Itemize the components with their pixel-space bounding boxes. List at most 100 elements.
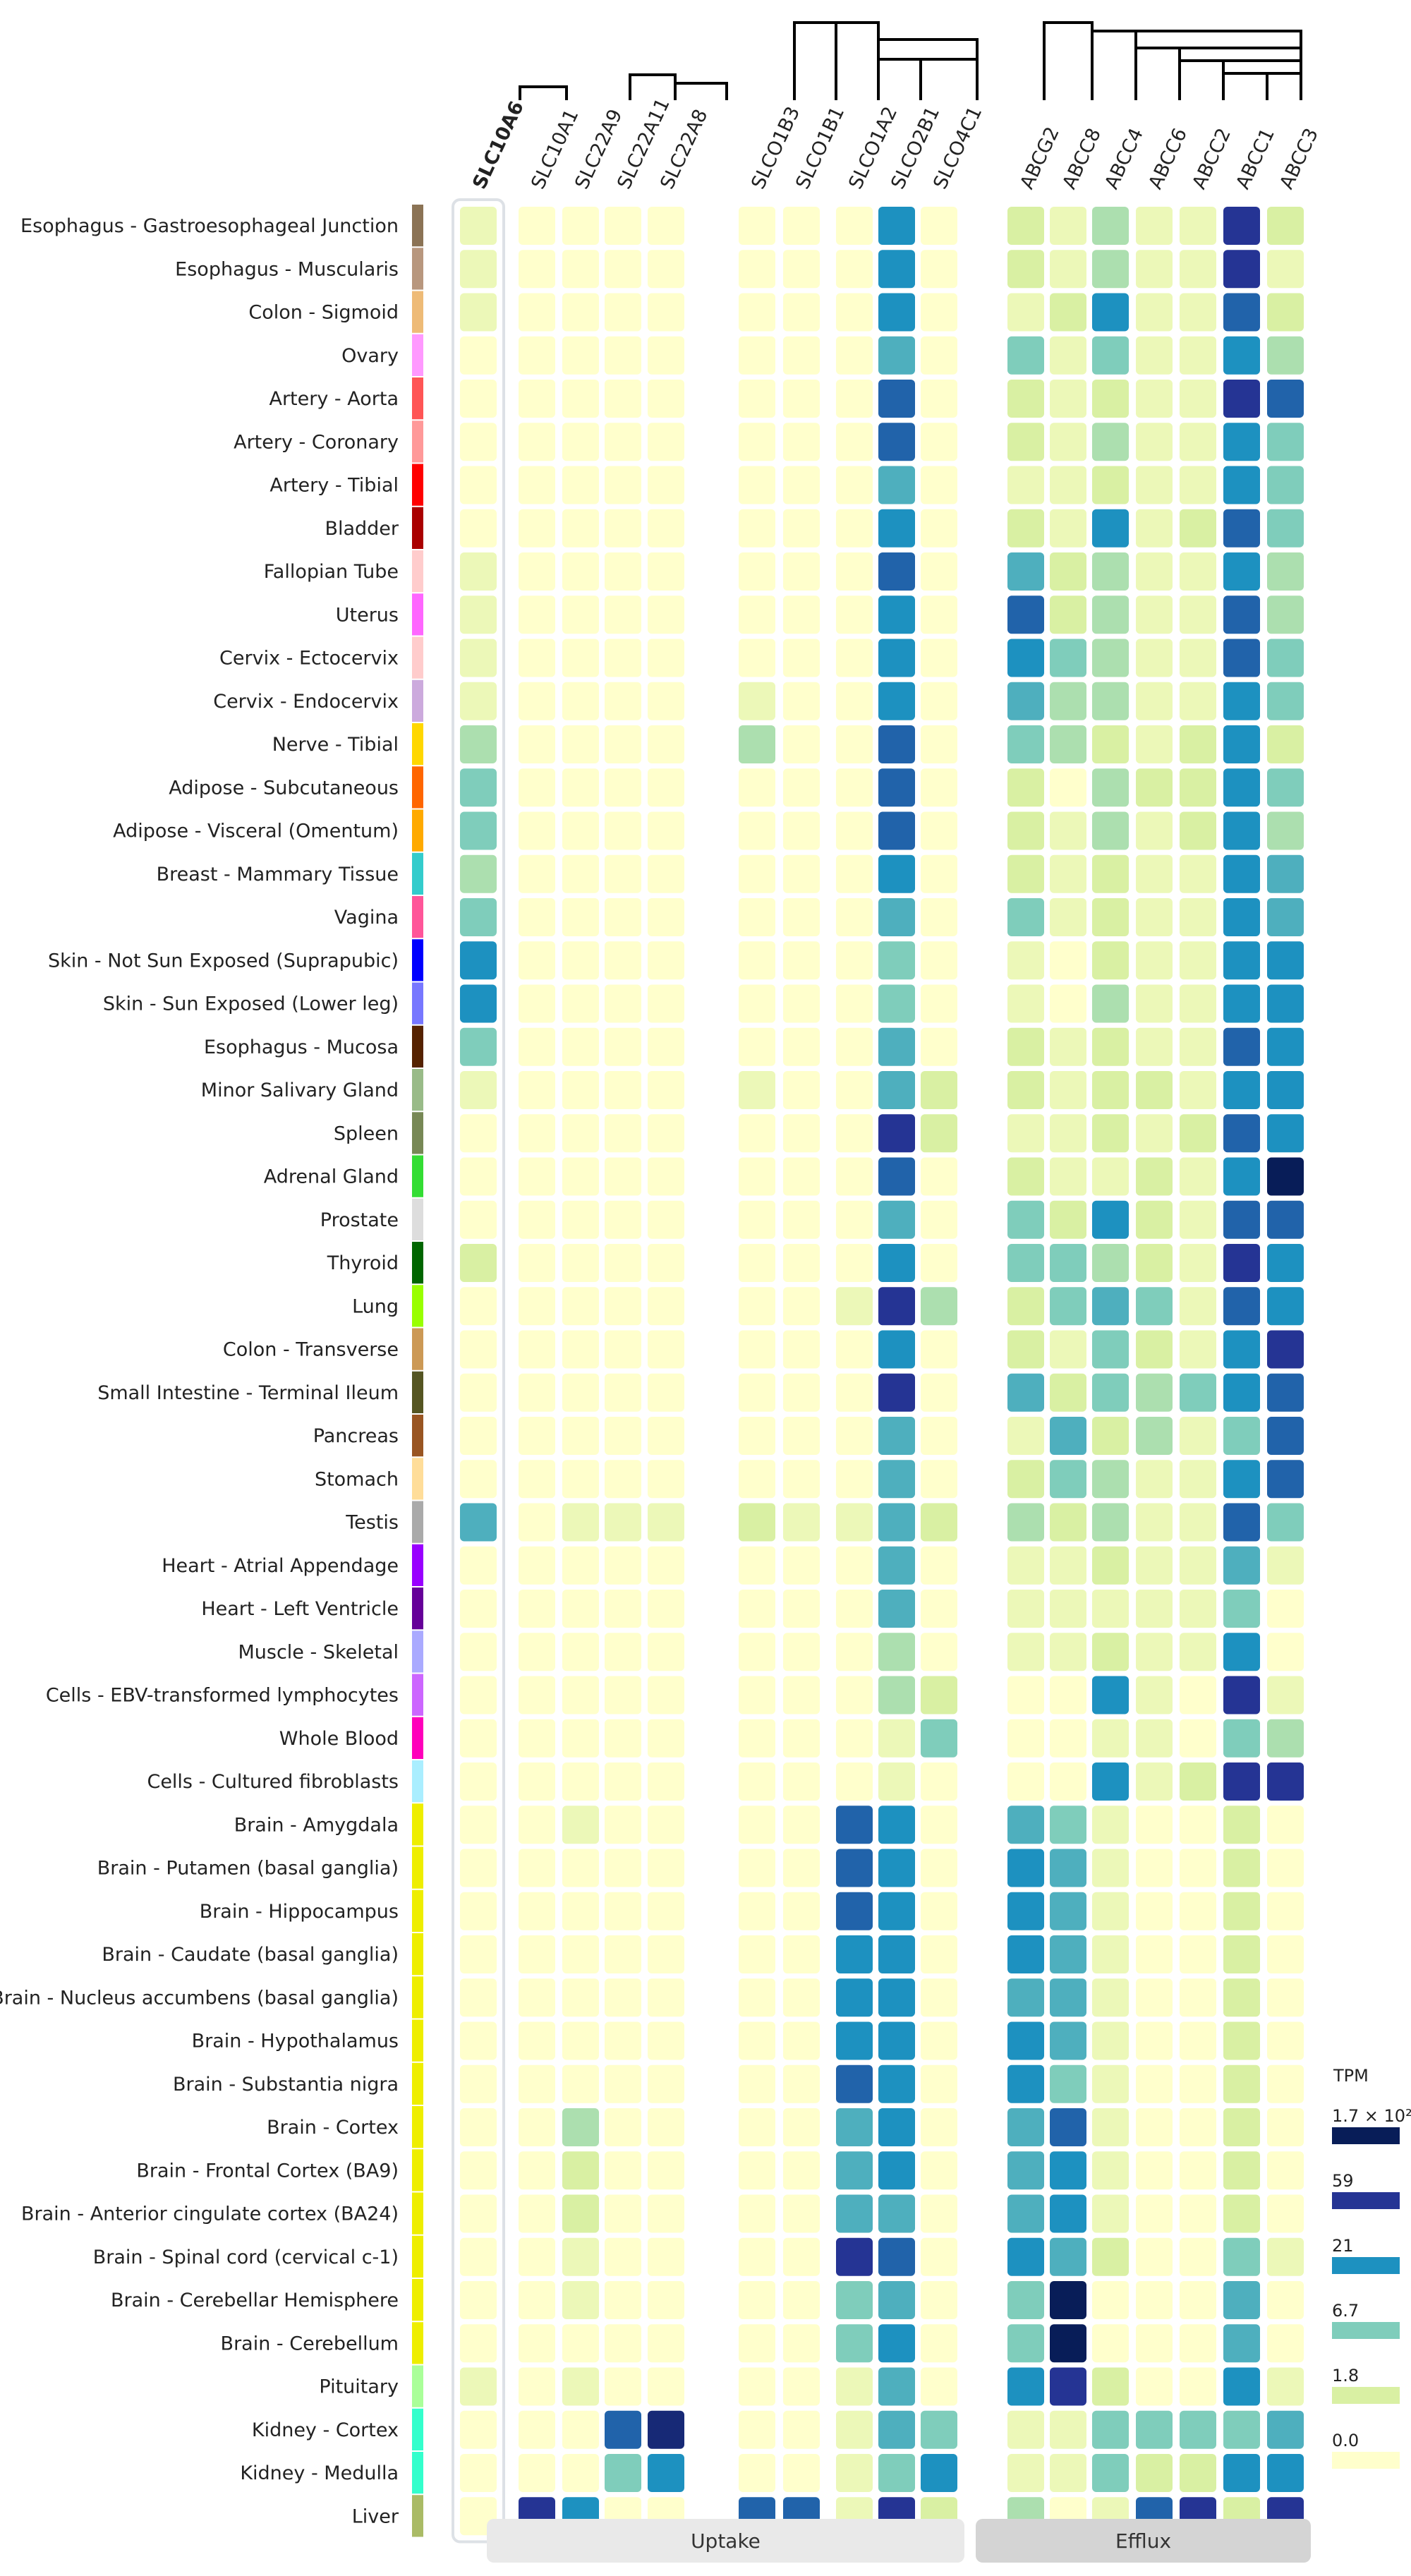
- cell-abcc6-small-intestine-terminal-ileum[interactable]: [1136, 1373, 1173, 1412]
- cell-abcc3-brain-substantia-nigra[interactable]: [1267, 2064, 1304, 2103]
- cell-slc10a6-brain-anterior-cingulate-cortex-ba24[interactable]: [460, 2194, 497, 2233]
- cell-abcc4-brain-caudate-basal-ganglia[interactable]: [1092, 1935, 1129, 1973]
- cell-abcg2-adipose-visceral-omentum[interactable]: [1007, 811, 1044, 850]
- cell-slc22a8-pituitary[interactable]: [648, 2367, 684, 2406]
- cell-slco1a2-brain-nucleus-accumbens-basal-ganglia[interactable]: [836, 1978, 873, 2017]
- cell-slc22a8-cells-cultured-fibroblasts[interactable]: [648, 1762, 684, 1801]
- cell-slc22a11-whole-blood[interactable]: [605, 1719, 641, 1758]
- cell-slc10a1-brain-cerebellar-hemisphere[interactable]: [519, 2281, 555, 2319]
- cell-abcc1-artery-aorta[interactable]: [1223, 380, 1260, 418]
- cell-slc10a1-artery-coronary[interactable]: [519, 423, 555, 461]
- cell-slc10a6-pituitary[interactable]: [460, 2367, 497, 2406]
- cell-abcc2-vagina[interactable]: [1180, 898, 1216, 936]
- cell-abcc8-fallopian-tube[interactable]: [1050, 552, 1086, 591]
- cell-slc22a11-brain-cerebellum[interactable]: [605, 2324, 641, 2363]
- cell-abcc3-ovary[interactable]: [1267, 336, 1304, 375]
- cell-slco4c1-artery-tibial[interactable]: [921, 466, 957, 504]
- cell-abcc8-lung[interactable]: [1050, 1287, 1086, 1326]
- cell-abcc8-minor-salivary-gland[interactable]: [1050, 1071, 1086, 1109]
- cell-slco2b1-adipose-subcutaneous[interactable]: [878, 768, 915, 807]
- cell-abcc8-testis[interactable]: [1050, 1503, 1086, 1542]
- cell-slco4c1-brain-frontal-cortex-ba9[interactable]: [921, 2151, 957, 2190]
- cell-slc10a6-skin-sun-exposed-lower-leg[interactable]: [460, 984, 497, 1023]
- cell-abcc2-brain-spinal-cord-cervical-c-1[interactable]: [1180, 2237, 1216, 2276]
- cell-slco1b3-artery-coronary[interactable]: [739, 423, 775, 461]
- cell-abcc6-pancreas[interactable]: [1136, 1417, 1173, 1455]
- cell-slco1b3-cells-ebv-transformed-lymphocytes[interactable]: [739, 1676, 775, 1715]
- cell-abcc2-adipose-subcutaneous[interactable]: [1180, 768, 1216, 807]
- cell-slco1b1-vagina[interactable]: [783, 898, 820, 936]
- cell-abcc6-bladder[interactable]: [1136, 509, 1173, 548]
- cell-abcc1-pancreas[interactable]: [1223, 1417, 1260, 1455]
- cell-slco1b3-brain-anterior-cingulate-cortex-ba24[interactable]: [739, 2194, 775, 2233]
- cell-slc10a6-kidney-cortex[interactable]: [460, 2410, 497, 2449]
- cell-slc22a9-brain-cerebellar-hemisphere[interactable]: [562, 2281, 599, 2319]
- cell-abcc1-bladder[interactable]: [1223, 509, 1260, 548]
- cell-slc22a11-brain-cerebellar-hemisphere[interactable]: [605, 2281, 641, 2319]
- cell-abcc6-brain-cortex[interactable]: [1136, 2108, 1173, 2146]
- cell-abcg2-esophagus-gastroesophageal-junction[interactable]: [1007, 207, 1044, 245]
- cell-abcc2-brain-frontal-cortex-ba9[interactable]: [1180, 2151, 1216, 2190]
- cell-abcc3-breast-mammary-tissue[interactable]: [1267, 854, 1304, 893]
- cell-slc22a11-small-intestine-terminal-ileum[interactable]: [605, 1373, 641, 1412]
- cell-abcc1-small-intestine-terminal-ileum[interactable]: [1223, 1373, 1260, 1412]
- cell-slc10a1-esophagus-gastroesophageal-junction[interactable]: [519, 207, 555, 245]
- cell-slc10a6-heart-atrial-appendage[interactable]: [460, 1546, 497, 1585]
- cell-abcc8-brain-hippocampus[interactable]: [1050, 1892, 1086, 1930]
- cell-abcc6-brain-frontal-cortex-ba9[interactable]: [1136, 2151, 1173, 2190]
- cell-slc22a11-heart-left-ventricle[interactable]: [605, 1590, 641, 1628]
- cell-abcc3-artery-aorta[interactable]: [1267, 380, 1304, 418]
- cell-slc10a1-heart-atrial-appendage[interactable]: [519, 1546, 555, 1585]
- cell-slco1a2-pituitary[interactable]: [836, 2367, 873, 2406]
- cell-abcg2-esophagus-muscularis[interactable]: [1007, 250, 1044, 289]
- cell-slc10a1-brain-nucleus-accumbens-basal-ganglia[interactable]: [519, 1978, 555, 2017]
- cell-abcc6-lung[interactable]: [1136, 1287, 1173, 1326]
- cell-abcc4-lung[interactable]: [1092, 1287, 1129, 1326]
- cell-abcc1-thyroid[interactable]: [1223, 1244, 1260, 1282]
- cell-abcc4-brain-cerebellar-hemisphere[interactable]: [1092, 2281, 1129, 2319]
- cell-slc10a1-uterus[interactable]: [519, 595, 555, 634]
- cell-abcc4-heart-left-ventricle[interactable]: [1092, 1590, 1129, 1628]
- cell-slc10a1-skin-not-sun-exposed-suprapubic[interactable]: [519, 941, 555, 980]
- cell-slco1b1-nerve-tibial[interactable]: [783, 725, 820, 763]
- cell-abcc6-cervix-endocervix[interactable]: [1136, 682, 1173, 720]
- cell-slc22a11-esophagus-gastroesophageal-junction[interactable]: [605, 207, 641, 245]
- cell-slc10a6-brain-spinal-cord-cervical-c-1[interactable]: [460, 2237, 497, 2276]
- cell-abcc3-brain-nucleus-accumbens-basal-ganglia[interactable]: [1267, 1978, 1304, 2017]
- cell-slco1b1-muscle-skeletal[interactable]: [783, 1633, 820, 1671]
- cell-slco1b3-brain-putamen-basal-ganglia[interactable]: [739, 1849, 775, 1887]
- cell-slco1b1-lung[interactable]: [783, 1287, 820, 1326]
- cell-slc22a8-spleen[interactable]: [648, 1114, 684, 1153]
- cell-slco2b1-esophagus-muscularis[interactable]: [878, 250, 915, 289]
- cell-abcc6-nerve-tibial[interactable]: [1136, 725, 1173, 763]
- cell-abcc2-skin-not-sun-exposed-suprapubic[interactable]: [1180, 941, 1216, 980]
- cell-slc10a6-prostate[interactable]: [460, 1200, 497, 1239]
- cell-abcc2-whole-blood[interactable]: [1180, 1719, 1216, 1758]
- cell-slco1a2-heart-atrial-appendage[interactable]: [836, 1546, 873, 1585]
- cell-slc10a6-colon-sigmoid[interactable]: [460, 293, 497, 332]
- cell-slc10a6-cells-cultured-fibroblasts[interactable]: [460, 1762, 497, 1801]
- cell-slc22a9-brain-putamen-basal-ganglia[interactable]: [562, 1849, 599, 1887]
- cell-slco1b1-thyroid[interactable]: [783, 1244, 820, 1282]
- cell-slco1a2-testis[interactable]: [836, 1503, 873, 1542]
- cell-abcc4-prostate[interactable]: [1092, 1200, 1129, 1239]
- cell-slc10a1-nerve-tibial[interactable]: [519, 725, 555, 763]
- cell-slc22a9-cells-ebv-transformed-lymphocytes[interactable]: [562, 1676, 599, 1715]
- cell-abcc4-muscle-skeletal[interactable]: [1092, 1633, 1129, 1671]
- cell-abcc2-brain-hypothalamus[interactable]: [1180, 2021, 1216, 2060]
- cell-abcc8-esophagus-muscularis[interactable]: [1050, 250, 1086, 289]
- cell-slco1a2-brain-anterior-cingulate-cortex-ba24[interactable]: [836, 2194, 873, 2233]
- cell-slc22a9-pituitary[interactable]: [562, 2367, 599, 2406]
- cell-slc22a8-breast-mammary-tissue[interactable]: [648, 854, 684, 893]
- cell-abcc2-fallopian-tube[interactable]: [1180, 552, 1216, 591]
- cell-abcc1-ovary[interactable]: [1223, 336, 1260, 375]
- cell-slco4c1-esophagus-muscularis[interactable]: [921, 250, 957, 289]
- cell-slco4c1-small-intestine-terminal-ileum[interactable]: [921, 1373, 957, 1412]
- cell-abcg2-brain-putamen-basal-ganglia[interactable]: [1007, 1849, 1044, 1887]
- cell-abcc3-bladder[interactable]: [1267, 509, 1304, 548]
- cell-slco1b3-brain-spinal-cord-cervical-c-1[interactable]: [739, 2237, 775, 2276]
- cell-slco1a2-uterus[interactable]: [836, 595, 873, 634]
- cell-abcc3-artery-coronary[interactable]: [1267, 423, 1304, 461]
- cell-slco2b1-esophagus-mucosa[interactable]: [878, 1027, 915, 1066]
- cell-slco4c1-adrenal-gland[interactable]: [921, 1157, 957, 1196]
